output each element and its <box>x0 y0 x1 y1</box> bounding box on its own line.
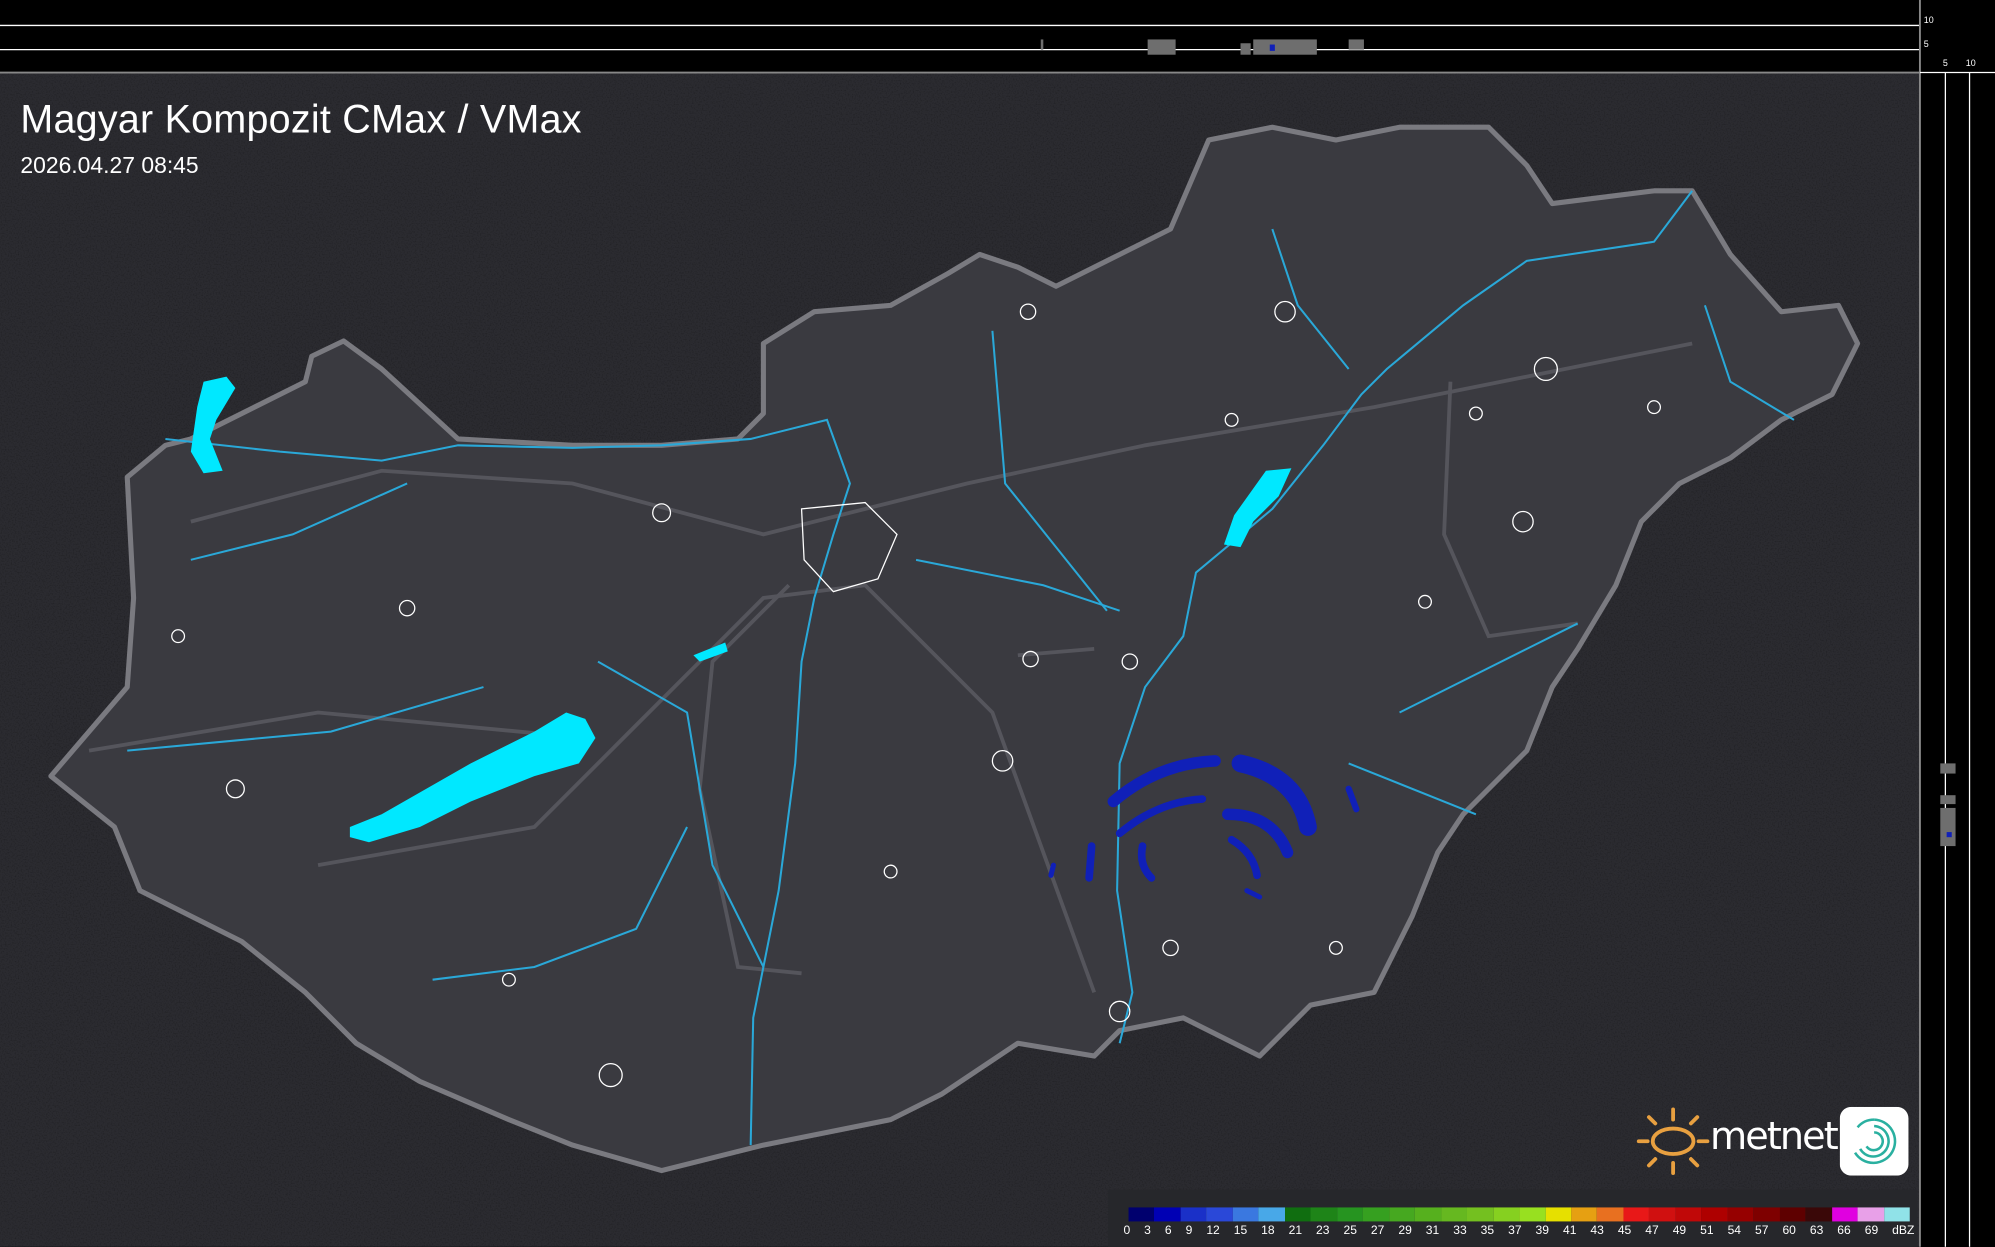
legend-label: 33 <box>1453 1223 1467 1238</box>
legend-swatch <box>1701 1207 1728 1222</box>
map-title: Magyar Kompozit CMax / VMax <box>20 96 582 142</box>
legend-swatch <box>1545 1207 1572 1222</box>
legend-label: 49 <box>1672 1223 1687 1238</box>
county-borders <box>88 341 1693 994</box>
legend-swatch <box>1441 1207 1468 1222</box>
side-profile-axis-label: 10 <box>1965 59 1976 69</box>
legend-swatch <box>1519 1207 1546 1222</box>
legend-swatch <box>1258 1207 1285 1222</box>
legend-label: 12 <box>1206 1223 1220 1238</box>
legend-label: 6 <box>1164 1223 1172 1238</box>
legend-swatch <box>1284 1207 1311 1222</box>
top-profile-axis-label: 10 <box>1923 16 1934 26</box>
legend-label: 21 <box>1288 1223 1303 1238</box>
legend-label: 57 <box>1755 1223 1769 1238</box>
radar-echoes <box>1048 754 1360 900</box>
legend-label: 66 <box>1837 1223 1851 1238</box>
legend-swatch <box>1206 1207 1233 1222</box>
metnet-logo: metnet <box>1636 1104 1911 1178</box>
legend-label: 41 <box>1562 1223 1577 1238</box>
legend-label: 27 <box>1370 1223 1385 1238</box>
legend-swatch <box>1180 1207 1207 1222</box>
legend-label: 45 <box>1617 1223 1632 1238</box>
sun-logo-icon <box>1636 1107 1710 1175</box>
legend-swatch <box>1154 1207 1181 1222</box>
legend-label: 23 <box>1316 1223 1330 1238</box>
legend-swatch <box>1883 1207 1910 1222</box>
legend-label: 43 <box>1590 1223 1604 1238</box>
legend-swatch <box>1310 1207 1337 1222</box>
legend-swatch <box>1779 1207 1806 1222</box>
legend-swatch <box>1727 1207 1754 1222</box>
legend-label: 18 <box>1261 1223 1275 1238</box>
legend-swatch <box>1493 1207 1520 1222</box>
legend-swatch <box>1623 1207 1650 1222</box>
legend-label: 60 <box>1782 1223 1796 1238</box>
town-outlines <box>171 300 1662 1088</box>
top-profile-axis-label: 5 <box>1923 40 1929 50</box>
lake-velence <box>693 642 728 662</box>
lake-tisza <box>1223 468 1292 548</box>
legend-swatch <box>1831 1207 1858 1222</box>
legend-label: 63 <box>1809 1223 1824 1238</box>
legend-label: 3 <box>1144 1223 1151 1238</box>
legend-swatch <box>1128 1207 1155 1222</box>
legend-swatch <box>1467 1207 1494 1222</box>
rivers <box>127 190 1795 1146</box>
river-tisza <box>1116 190 1693 1044</box>
top-height-profile <box>0 0 1920 74</box>
swirl-app-icon <box>1839 1106 1909 1176</box>
legend-label: 25 <box>1343 1223 1357 1238</box>
legend-swatch <box>1753 1207 1780 1222</box>
legend-swatch <box>1857 1207 1884 1222</box>
legend-label: 47 <box>1645 1223 1659 1238</box>
legend-label: 15 <box>1233 1223 1248 1238</box>
legend-swatch <box>1388 1207 1416 1222</box>
legend-label: 39 <box>1535 1223 1549 1238</box>
river-danube <box>165 418 851 1146</box>
legend-swatch <box>1805 1207 1832 1222</box>
legend-label: 51 <box>1700 1223 1714 1238</box>
dbz-color-legend: 0 3 6 9 12 15 18 21 23 25 27 29 31 33 35 37 39 41 43 45 47 49… <box>1108 1189 1918 1247</box>
side-profile-axis-label: 5 <box>1942 59 1948 69</box>
legend-label: 29 <box>1398 1223 1412 1238</box>
legend-label: 54 <box>1727 1223 1742 1238</box>
legend-unit: dBZ <box>1892 1223 1915 1238</box>
side-height-profile <box>1918 0 1995 1247</box>
legend-swatch <box>1649 1207 1676 1222</box>
legend-swatch <box>1415 1207 1442 1222</box>
legend-label: 9 <box>1185 1223 1193 1238</box>
legend-label: 37 <box>1508 1223 1522 1238</box>
logo-text: metnet <box>1709 1114 1839 1160</box>
lake-neusiedl <box>190 376 236 474</box>
legend-swatch <box>1597 1207 1624 1222</box>
hungary-country-shape <box>48 124 1861 1174</box>
lake-balaton <box>349 712 596 843</box>
legend-swatch <box>1232 1207 1259 1222</box>
legend-label: 31 <box>1425 1223 1440 1238</box>
map-timestamp: 2026.04.27 08:45 <box>20 152 199 179</box>
lakes <box>190 376 1292 843</box>
legend-label: 0 <box>1123 1223 1131 1238</box>
legend-color-bar <box>1128 1207 1910 1222</box>
legend-label: 69 <box>1864 1223 1879 1238</box>
legend-swatch <box>1336 1207 1363 1222</box>
legend-swatch <box>1362 1207 1389 1222</box>
legend-swatch <box>1675 1207 1702 1222</box>
legend-label: 35 <box>1480 1223 1495 1238</box>
legend-swatch <box>1571 1207 1598 1222</box>
legend-labels: 0 3 6 9 12 15 18 21 23 25 27 29 31 33 35 37 39 41 43 45 47 49… <box>1123 1224 1914 1238</box>
